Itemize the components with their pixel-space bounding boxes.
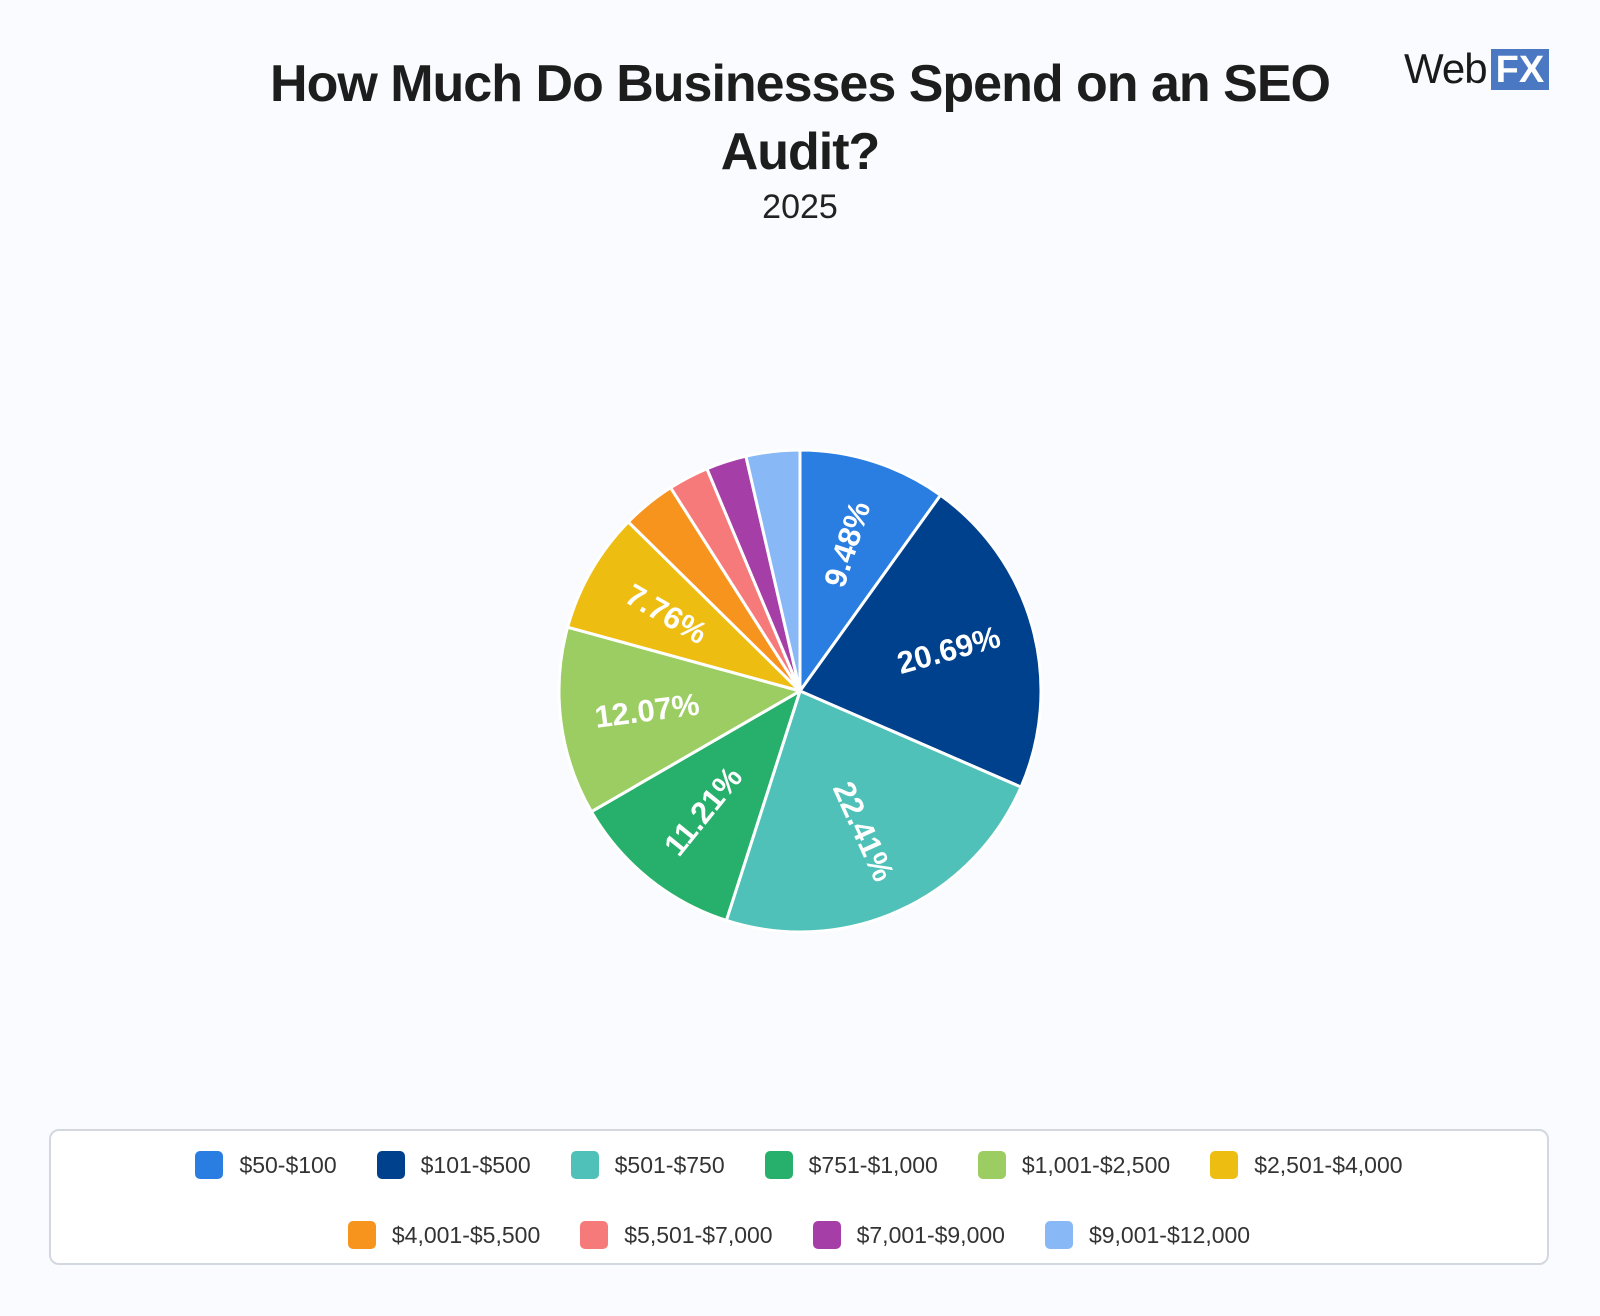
- pie-slice-10[interactable]: [744, 448, 802, 693]
- pie-slice-4[interactable]: [589, 689, 802, 922]
- legend-item-9[interactable]: $7,001-$9,000: [812, 1221, 1005, 1249]
- legend-swatch: [376, 1151, 405, 1179]
- logo-box: FX: [1490, 48, 1550, 90]
- legend-item-1[interactable]: $50-$100: [195, 1151, 337, 1179]
- legend-item-2[interactable]: $101-$500: [376, 1151, 531, 1179]
- webfx-logo: Web FX: [1404, 45, 1550, 92]
- pie-slice-1[interactable]: [798, 448, 942, 693]
- chart-subtitle: 2025: [762, 188, 838, 226]
- legend-label: $1,001-$2,500: [1021, 1151, 1171, 1178]
- legend-label: $4,001-$5,500: [391, 1221, 541, 1248]
- legend-label: $751-$1,000: [808, 1151, 938, 1178]
- legend-swatch: [580, 1221, 609, 1249]
- legend-row-2: $4,001-$5,500 $5,501-$7,000 $7,001-$9,000 $…: [51, 1215, 1547, 1255]
- legend-label: $2,501-$4,000: [1254, 1151, 1403, 1178]
- chart-title: How Much Do Businesses Spend on an SEO A…: [270, 55, 1331, 181]
- legend-swatch: [764, 1151, 793, 1179]
- pie-slice-5[interactable]: [557, 625, 802, 814]
- legend-item-3[interactable]: $501-$750: [570, 1151, 725, 1179]
- legend-label: $9,001-$12,000: [1088, 1221, 1251, 1248]
- legend-swatch: [1044, 1221, 1073, 1249]
- legend-row-1: $50-$100 $101-$500 $501-$750 $751-$1,000 $1,…: [51, 1145, 1547, 1185]
- pie-chart: 9.48%20.69%22.41%11.21%12.07%7.76%: [557, 448, 1043, 934]
- legend-item-8[interactable]: $5,501-$7,000: [580, 1221, 773, 1249]
- legend-swatch: [347, 1221, 376, 1249]
- legend-item-7[interactable]: $4,001-$5,500: [347, 1221, 541, 1249]
- legend-swatch: [1210, 1151, 1239, 1179]
- legend-label: $501-$750: [614, 1151, 725, 1178]
- legend: $50-$100 $101-$500 $501-$750 $751-$1,000 $1,…: [49, 1129, 1549, 1265]
- legend-label: $50-$100: [239, 1151, 337, 1178]
- legend-swatch: [812, 1221, 841, 1249]
- pie-slice-3[interactable]: [724, 689, 1023, 934]
- pie-slice-6[interactable]: [566, 520, 802, 693]
- legend-swatch: [977, 1151, 1006, 1179]
- legend-item-10[interactable]: $9,001-$12,000: [1044, 1221, 1251, 1249]
- logo-text: Web: [1404, 45, 1488, 92]
- legend-swatch: [570, 1151, 599, 1179]
- legend-item-4[interactable]: $751-$1,000: [764, 1151, 938, 1179]
- legend-swatch: [195, 1151, 224, 1179]
- pie-slice-2[interactable]: [798, 493, 1043, 789]
- legend-label: $7,001-$9,000: [856, 1221, 1005, 1248]
- legend-label: $101-$500: [420, 1151, 531, 1178]
- legend-label: $5,501-$7,000: [624, 1221, 773, 1248]
- legend-item-6[interactable]: $2,501-$4,000: [1210, 1151, 1403, 1179]
- legend-item-5[interactable]: $1,001-$2,500: [977, 1151, 1171, 1179]
